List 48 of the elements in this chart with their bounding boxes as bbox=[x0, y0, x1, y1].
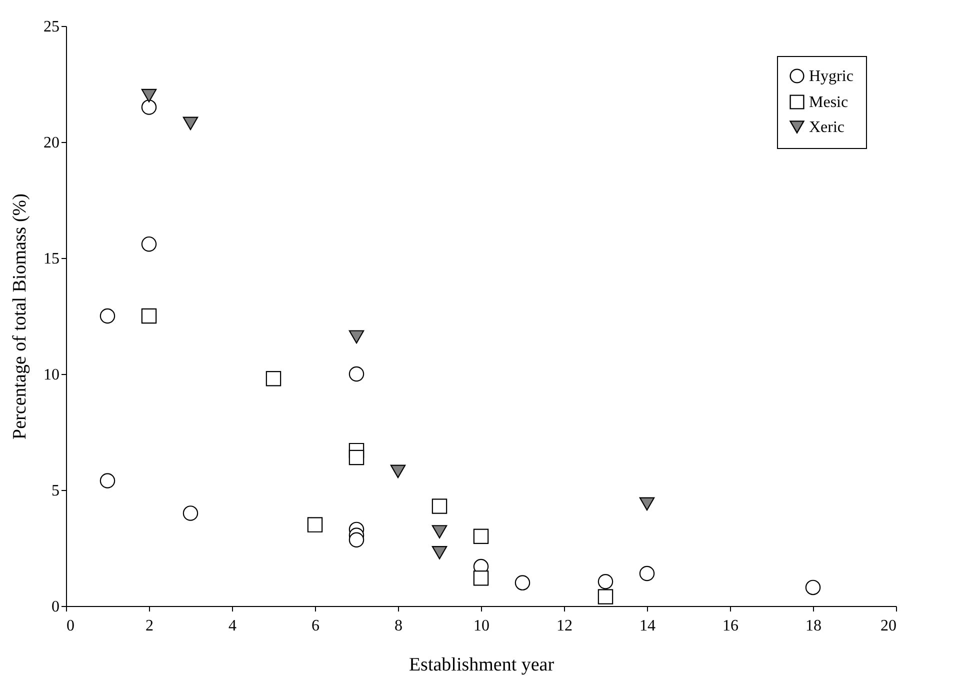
point bbox=[141, 100, 157, 115]
y-tick-label: 15 bbox=[44, 250, 60, 268]
point bbox=[141, 308, 157, 324]
point bbox=[598, 589, 614, 604]
y-tick-label: 20 bbox=[44, 134, 60, 152]
point bbox=[182, 506, 198, 521]
point bbox=[432, 498, 448, 514]
point bbox=[390, 464, 406, 478]
point bbox=[182, 116, 198, 130]
point bbox=[598, 574, 614, 590]
point bbox=[473, 528, 489, 544]
x-tick-label: 20 bbox=[880, 618, 896, 634]
x-tick-label: 0 bbox=[66, 618, 74, 634]
y-tick-label: 10 bbox=[44, 366, 60, 384]
point bbox=[348, 532, 364, 548]
point bbox=[141, 236, 157, 252]
point bbox=[100, 308, 116, 324]
point bbox=[805, 580, 821, 596]
point bbox=[514, 575, 530, 590]
y-tick-label: 25 bbox=[44, 18, 60, 36]
point bbox=[432, 546, 448, 560]
point bbox=[639, 497, 655, 511]
legend-label: Hygric bbox=[809, 68, 854, 85]
legend-label: Mesic bbox=[809, 94, 848, 111]
x-tick-label: 16 bbox=[722, 618, 738, 634]
y-tick-label: 0 bbox=[52, 598, 60, 616]
x-tick-label: 18 bbox=[806, 618, 822, 634]
x-tick-label: 4 bbox=[228, 618, 236, 634]
x-axis-title: Establishment year bbox=[408, 654, 555, 676]
x-tick-label: 6 bbox=[312, 618, 320, 634]
x-tick-label: 10 bbox=[474, 618, 490, 634]
point bbox=[348, 366, 364, 382]
point bbox=[432, 525, 448, 538]
x-tick-label: 12 bbox=[556, 618, 572, 634]
point bbox=[348, 450, 364, 466]
legend-label: Xeric bbox=[809, 119, 845, 136]
y-axis-title: Percentage of total Biomass (%) bbox=[10, 194, 30, 440]
x-tick-label: 2 bbox=[146, 618, 154, 634]
x-tick-label: 8 bbox=[394, 618, 402, 634]
point bbox=[348, 330, 364, 344]
x-tick-label: 14 bbox=[640, 618, 656, 634]
point bbox=[141, 88, 157, 102]
point bbox=[266, 371, 282, 386]
point bbox=[307, 517, 323, 532]
point bbox=[639, 566, 655, 582]
y-tick-label: 5 bbox=[52, 482, 60, 500]
point bbox=[100, 473, 116, 488]
point bbox=[473, 570, 489, 586]
